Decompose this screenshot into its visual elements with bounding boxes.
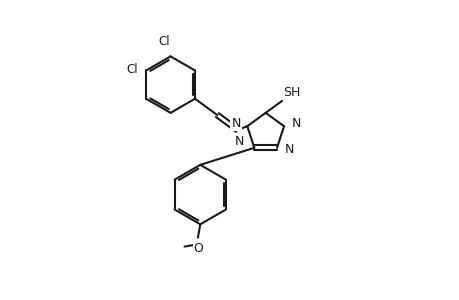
Text: SH: SH <box>283 85 300 99</box>
Text: Cl: Cl <box>126 62 138 76</box>
Text: Cl: Cl <box>158 35 170 48</box>
Text: N: N <box>231 117 240 130</box>
Text: O: O <box>193 242 203 255</box>
Text: N: N <box>234 135 243 148</box>
Text: N: N <box>291 117 300 130</box>
Text: N: N <box>284 143 293 156</box>
